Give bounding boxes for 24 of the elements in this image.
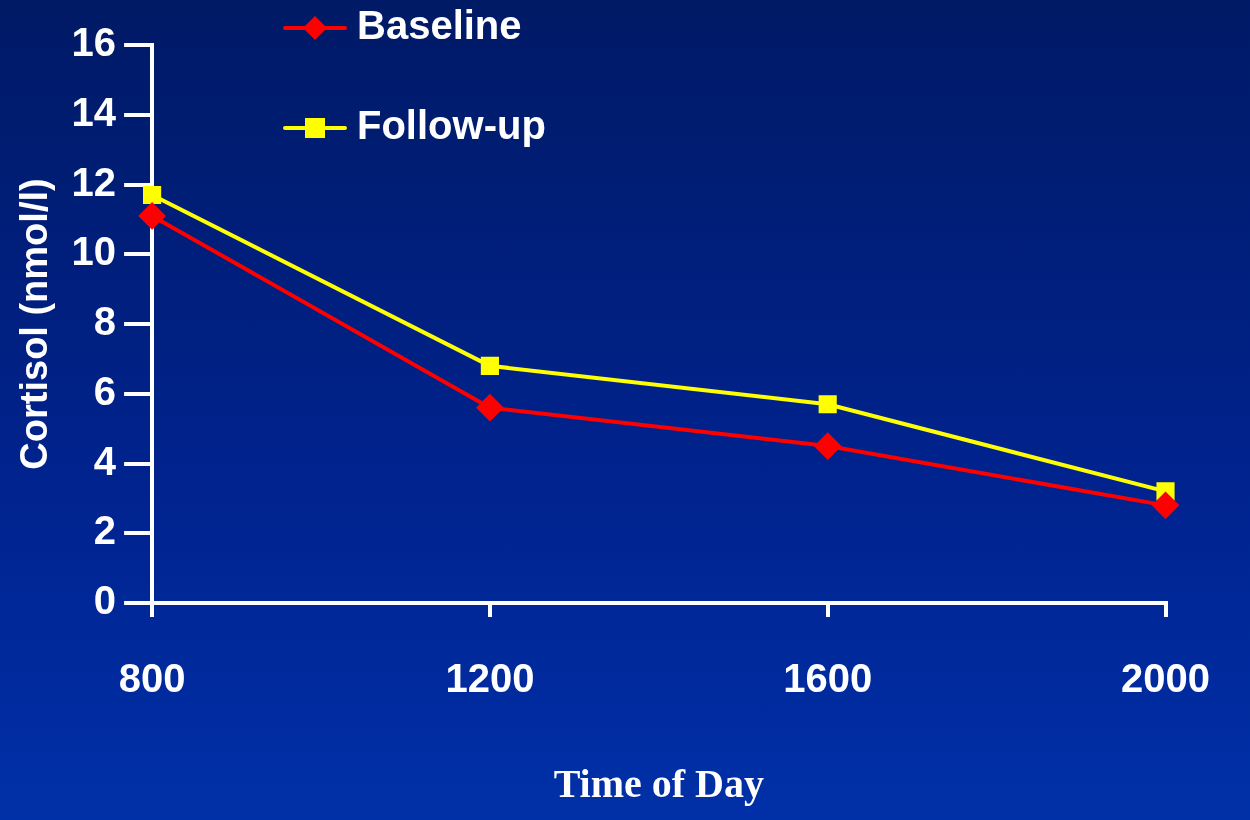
y-tick-label: 10 (71, 229, 117, 274)
x-axis-title: Time of Day (553, 761, 764, 807)
y-tick-label: 14 (71, 89, 117, 134)
x-tick-label: 800 (118, 656, 186, 701)
point (480, 356, 499, 375)
y-axis-title: Cortisol (nmol/l) (13, 178, 56, 470)
point (143, 185, 162, 205)
y-tick-label: 8 (93, 299, 117, 344)
y-tick-label: 16 (71, 20, 117, 65)
point (476, 394, 503, 421)
y-tick-label: 4 (93, 438, 117, 483)
legend-label: Baseline (357, 3, 522, 48)
x-tick-label: 2000 (1121, 656, 1210, 701)
x-tick-label: 1200 (445, 656, 535, 701)
y-tick-label: 2 (93, 508, 117, 553)
y-tick-label: 6 (93, 368, 117, 413)
point (139, 202, 166, 229)
y-tick-label: 12 (71, 159, 117, 204)
point (818, 395, 837, 414)
legend-label: Follow-up (357, 103, 546, 148)
point (814, 433, 841, 460)
point (1152, 492, 1179, 519)
y-tick-label: 0 (93, 578, 117, 623)
x-tick-label: 1600 (783, 656, 873, 701)
